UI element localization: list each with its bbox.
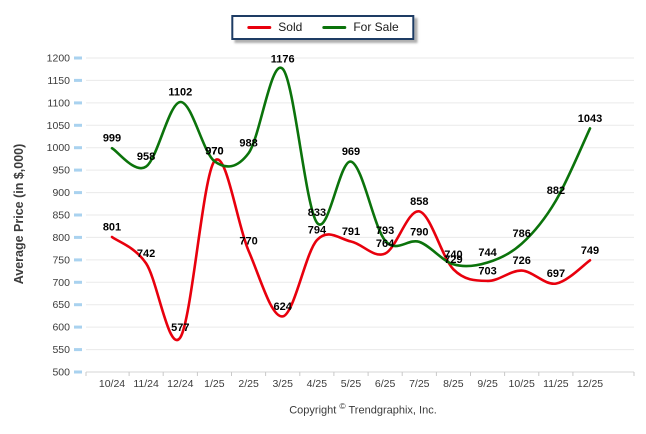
svg-text:577: 577 xyxy=(171,322,189,334)
svg-text:2/25: 2/25 xyxy=(238,378,259,390)
svg-text:790: 790 xyxy=(410,226,428,238)
legend-label-sold: Sold xyxy=(278,20,303,34)
svg-text:740: 740 xyxy=(444,249,462,261)
svg-text:786: 786 xyxy=(513,228,531,240)
legend-label-for-sale: For Sale xyxy=(353,20,399,34)
svg-text:11/25: 11/25 xyxy=(543,378,569,390)
svg-text:12/24: 12/24 xyxy=(167,378,193,390)
svg-text:969: 969 xyxy=(342,146,360,158)
y-axis-title: Average Price (in $,000) xyxy=(12,143,26,285)
svg-text:624: 624 xyxy=(274,301,293,313)
svg-text:1100: 1100 xyxy=(47,97,70,109)
svg-text:858: 858 xyxy=(410,196,428,208)
svg-text:970: 970 xyxy=(205,146,223,158)
svg-text:988: 988 xyxy=(239,138,257,150)
svg-text:550: 550 xyxy=(52,344,70,356)
copyright-prefix: Copyright xyxy=(289,404,337,417)
svg-text:1/25: 1/25 xyxy=(204,378,225,390)
svg-text:700: 700 xyxy=(52,277,70,289)
svg-text:833: 833 xyxy=(308,207,326,219)
svg-text:800: 800 xyxy=(52,232,70,244)
svg-text:793: 793 xyxy=(376,225,394,237)
svg-text:1150: 1150 xyxy=(47,75,70,87)
svg-text:1043: 1043 xyxy=(578,113,602,125)
svg-text:3/25: 3/25 xyxy=(272,378,293,390)
svg-text:958: 958 xyxy=(137,151,155,163)
svg-text:12/25: 12/25 xyxy=(577,378,603,390)
svg-text:794: 794 xyxy=(308,225,327,237)
svg-text:10/25: 10/25 xyxy=(509,378,535,390)
svg-text:1000: 1000 xyxy=(47,142,71,154)
svg-text:770: 770 xyxy=(239,235,257,247)
sold-line-swatch xyxy=(247,26,272,29)
svg-text:5/25: 5/25 xyxy=(341,378,362,390)
svg-text:6/25: 6/25 xyxy=(375,378,396,390)
svg-text:600: 600 xyxy=(52,322,70,334)
svg-text:11/24: 11/24 xyxy=(133,378,159,390)
svg-text:703: 703 xyxy=(478,265,496,277)
svg-text:729: 729 xyxy=(444,254,462,266)
svg-text:726: 726 xyxy=(513,255,531,267)
legend: Sold For Sale xyxy=(231,15,415,40)
svg-text:791: 791 xyxy=(342,226,360,238)
copyright-text: Copyright © Trendgraphix, Inc. xyxy=(80,401,646,417)
svg-text:950: 950 xyxy=(52,165,70,177)
svg-text:8/25: 8/25 xyxy=(443,378,464,390)
legend-item-for-sale: For Sale xyxy=(322,20,399,35)
svg-text:749: 749 xyxy=(581,245,599,257)
svg-text:9/25: 9/25 xyxy=(477,378,498,390)
svg-text:650: 650 xyxy=(52,299,70,311)
svg-text:500: 500 xyxy=(52,367,70,379)
svg-text:742: 742 xyxy=(137,248,155,260)
svg-text:10/24: 10/24 xyxy=(99,378,125,390)
svg-text:4/25: 4/25 xyxy=(307,378,328,390)
legend-item-sold: Sold xyxy=(247,20,302,35)
copyright-suffix: Trendgraphix, Inc. xyxy=(345,404,437,417)
svg-text:801: 801 xyxy=(103,222,121,234)
svg-text:1102: 1102 xyxy=(168,87,192,99)
svg-text:999: 999 xyxy=(103,133,121,145)
svg-text:1176: 1176 xyxy=(271,53,295,65)
svg-text:750: 750 xyxy=(52,254,70,266)
svg-text:7/25: 7/25 xyxy=(409,378,430,390)
svg-text:970: 970 xyxy=(205,146,223,158)
copyright-symbol: © xyxy=(339,401,346,411)
for-sale-line-swatch xyxy=(322,26,347,29)
svg-text:764: 764 xyxy=(376,238,395,250)
svg-text:882: 882 xyxy=(547,185,565,197)
svg-text:900: 900 xyxy=(52,187,70,199)
svg-text:697: 697 xyxy=(547,268,565,280)
svg-text:744: 744 xyxy=(478,247,497,259)
svg-text:1200: 1200 xyxy=(47,53,71,65)
svg-text:1050: 1050 xyxy=(47,120,71,132)
svg-text:850: 850 xyxy=(52,210,70,222)
